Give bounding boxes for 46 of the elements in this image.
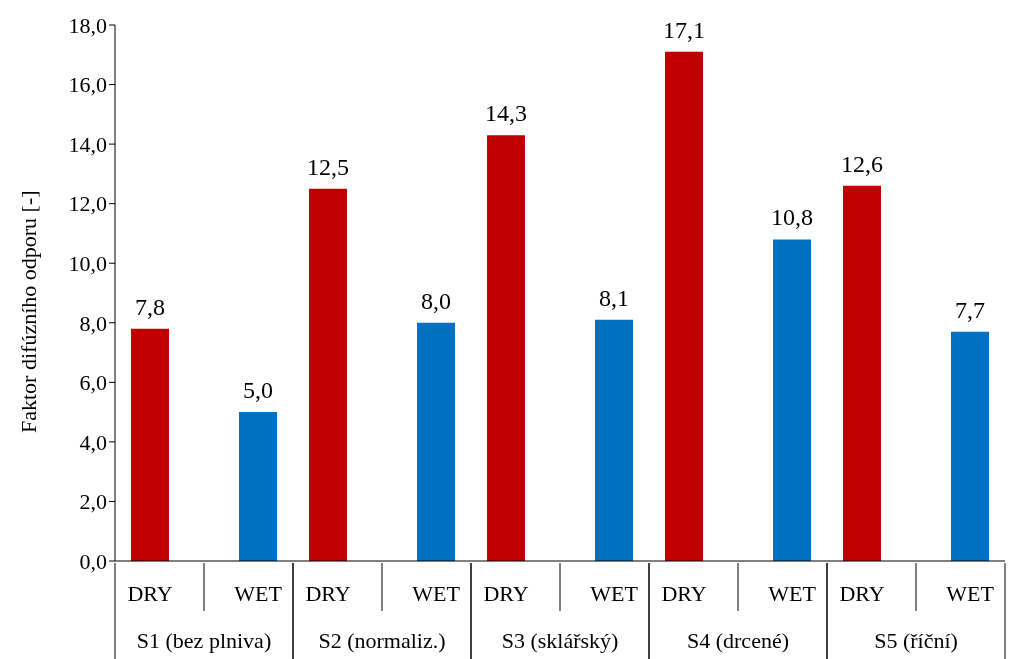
y-axis-title: Faktor difúzního odporu [-] (15, 190, 41, 433)
x-tick-label: S2 (normaliz.) (318, 628, 446, 653)
bar (417, 322, 455, 561)
data-label: 5,0 (243, 377, 273, 404)
data-label: 17,1 (663, 16, 705, 43)
series-label: DRY (127, 581, 173, 606)
bar (487, 135, 525, 561)
y-tick-label: 10,0 (68, 251, 107, 277)
y-tick-label: 6,0 (79, 370, 107, 396)
y-tick-label: 12,0 (68, 191, 107, 217)
x-tick-label: S3 (sklářský) (501, 628, 619, 653)
x-tick-label: S4 (drcené) (686, 628, 790, 653)
text: WET (946, 581, 994, 606)
y-tick-label: 18,0 (68, 12, 107, 38)
data-label: 8,1 (599, 284, 629, 311)
bar (773, 239, 811, 561)
bar (951, 331, 989, 561)
data-label: 14,3 (485, 100, 527, 127)
y-tick-label: 2,0 (79, 489, 107, 515)
series-label: WET (234, 581, 283, 606)
data-label: 12,5 (307, 153, 349, 180)
data-label: 7,7 (955, 296, 985, 323)
y-tick-label: 8,0 (79, 310, 107, 336)
x-tick-label: S5 (říční) (874, 628, 958, 653)
data-label: 8,0 (421, 287, 451, 314)
text: DRY (483, 581, 529, 606)
bar (239, 412, 277, 561)
text: WET (412, 581, 460, 606)
text: DRY (305, 581, 351, 606)
text: DRY (839, 581, 885, 606)
bar (309, 188, 347, 561)
bar (131, 328, 169, 561)
bar (595, 319, 633, 561)
text: WET (768, 581, 816, 606)
y-tick-label: 4,0 (79, 429, 107, 455)
data-label: 7,8 (135, 293, 165, 320)
data-label: 10,8 (771, 204, 813, 231)
y-tick-label: 0,0 (79, 548, 107, 574)
text: WET (590, 581, 638, 606)
text: DRY (661, 581, 707, 606)
data-label: 12,6 (841, 150, 883, 177)
bar (665, 51, 703, 561)
bar (843, 185, 881, 561)
x-tick-label: S1 (bez plniva) (136, 628, 272, 653)
y-tick-label: 16,0 (68, 72, 107, 98)
y-tick-label: 14,0 (68, 131, 107, 157)
